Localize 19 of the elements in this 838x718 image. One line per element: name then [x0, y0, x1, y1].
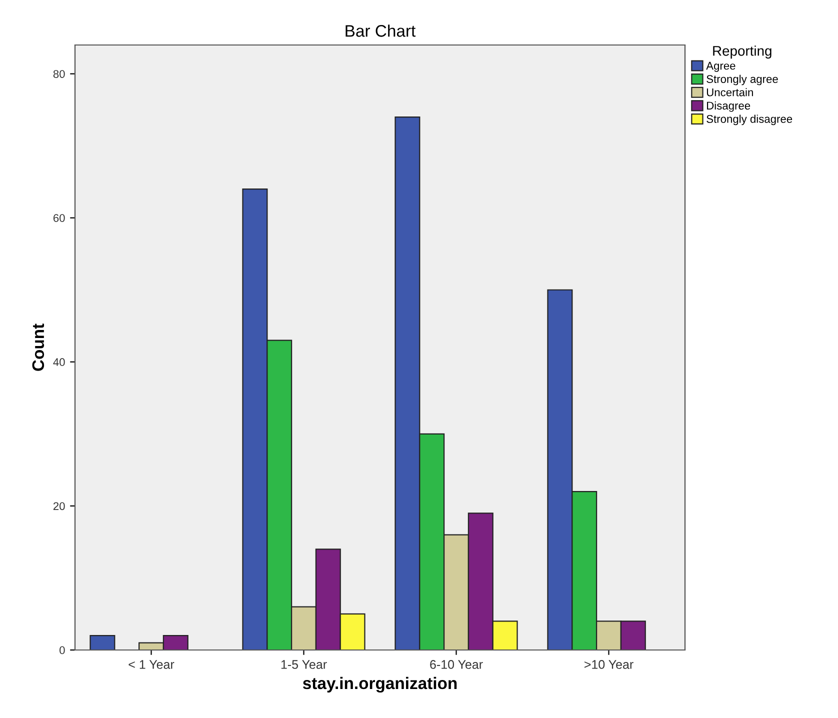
legend-title: Reporting: [713, 46, 772, 59]
x-tick-label: < 1 Year: [128, 660, 174, 669]
legend-label: Strongly agree: [706, 74, 778, 86]
x-axis-title: stay.in.organization: [302, 676, 457, 693]
y-tick-label: 80: [53, 70, 65, 78]
legend-label: Strongly disagree: [706, 114, 792, 126]
x-tick-label: >10 Year: [584, 660, 634, 669]
legend-label: Disagree: [707, 101, 750, 112]
legend-label: Agree: [706, 62, 736, 72]
y-tick-label: 0: [60, 646, 65, 654]
legend-label: Uncertain: [706, 88, 753, 96]
y-tick-label: 20: [53, 502, 65, 510]
chart-title: Bar Chart: [346, 24, 416, 37]
x-tick-label: 6-10 Year: [430, 660, 483, 669]
x-tick-label: 1-5 Year: [281, 660, 327, 669]
bar: [90, 635, 116, 650]
y-tick-label: 60: [53, 214, 65, 222]
y-tick-label: 40: [53, 358, 65, 366]
y-axis-title: Count: [32, 324, 44, 371]
